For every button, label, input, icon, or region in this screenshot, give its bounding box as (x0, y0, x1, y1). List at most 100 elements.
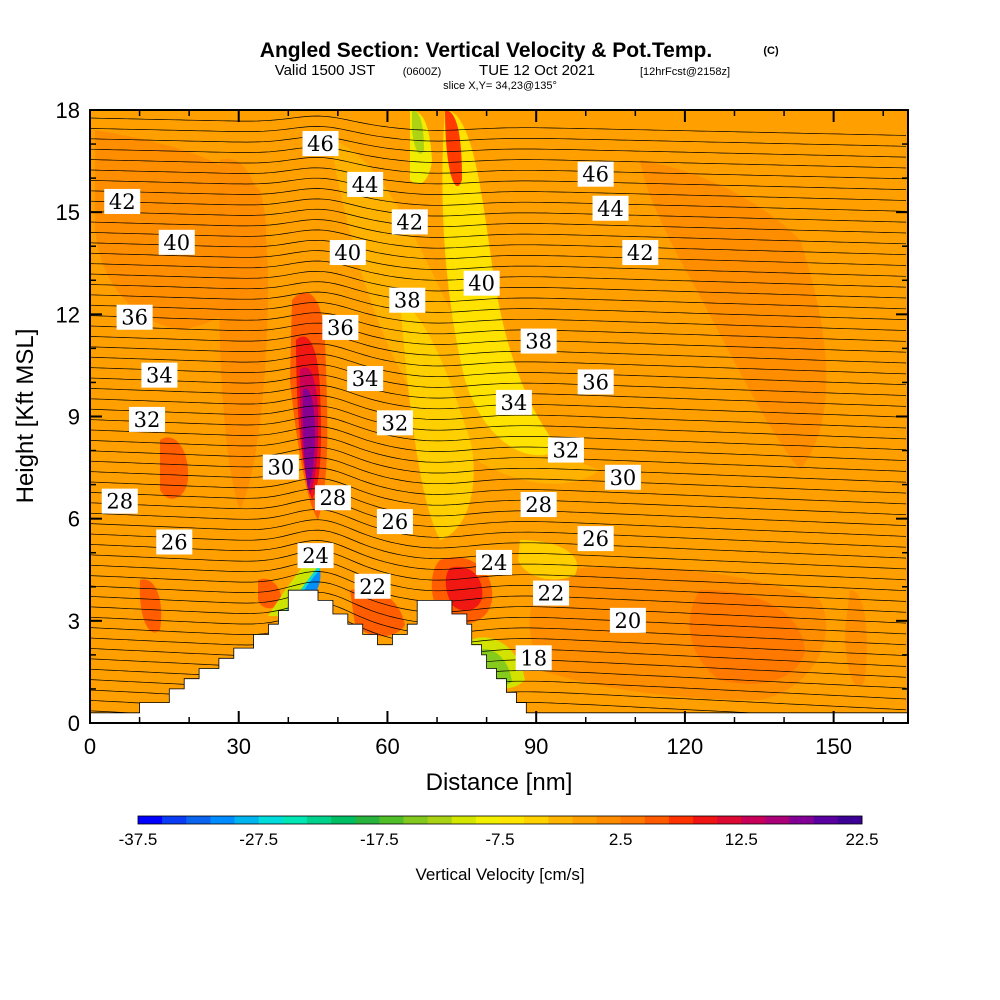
y-tick-label: 12 (56, 302, 80, 327)
contour-label-box (622, 240, 659, 266)
theta-contour-line (90, 239, 907, 266)
contour-label: 32 (553, 439, 580, 463)
theta-contour-line (90, 457, 907, 494)
contour-label-box (354, 573, 391, 599)
x-tick-label: 60 (375, 734, 399, 759)
contour-label-box (577, 161, 614, 187)
contour-label-box (129, 406, 166, 432)
colorbar (137, 815, 863, 825)
contour-label-box (547, 437, 584, 463)
theta-contours (90, 115, 907, 775)
theta-contour-line (90, 291, 907, 321)
theta-contour-line (90, 581, 907, 624)
contour-label-box (389, 287, 426, 313)
y-tick-label: 18 (56, 98, 80, 123)
colorbar-tick-label: -37.5 (119, 830, 158, 849)
contour-label: 18 (520, 646, 547, 670)
contour-label: 28 (106, 490, 133, 514)
field-blob (518, 540, 578, 580)
theta-contour-line (90, 126, 907, 147)
theta-contour-line (90, 146, 907, 169)
field-blob (302, 388, 315, 490)
theta-contour-line (90, 509, 907, 548)
x-axis-label: Distance [nm] (426, 769, 573, 796)
contour-label-box (515, 645, 552, 671)
contour-label: 36 (121, 306, 148, 330)
field-blob (412, 110, 424, 154)
theta-contour-line (90, 467, 907, 505)
contour-label-box (533, 580, 570, 606)
colorbar-tick-label: -7.5 (485, 830, 514, 849)
theta-contour-line (90, 436, 907, 472)
contour-label: 22 (538, 582, 565, 606)
colorbar-swatch (548, 816, 573, 824)
y-tick-label: 15 (56, 200, 80, 225)
contour-label-box (104, 188, 141, 214)
colorbar-label: Vertical Velocity [cm/s] (415, 865, 584, 884)
contour-label-box (101, 488, 138, 514)
colorbar-swatch (596, 816, 622, 824)
theta-contour-line (90, 353, 907, 386)
y-tick-label: 6 (68, 507, 80, 532)
colorbar-swatch (331, 816, 356, 824)
theta-contour-line (90, 208, 907, 234)
colorbar-tick-label: 2.5 (609, 830, 633, 849)
contour-label-box (520, 492, 557, 518)
contour-label: 26 (382, 510, 409, 534)
terrain (90, 590, 908, 723)
valid-time: Valid 1500 JST (275, 62, 376, 79)
contour-label: 34 (146, 364, 173, 388)
contour-label-box (609, 607, 646, 633)
colorbar-swatch (138, 816, 163, 824)
field-blob (845, 590, 867, 687)
field-blob (400, 300, 474, 540)
contour-label: 32 (134, 408, 161, 432)
theta-contour-line (90, 157, 907, 180)
theta-contour-line (90, 343, 907, 375)
x-tick-label: 120 (667, 734, 704, 759)
contour-label-box (347, 171, 384, 197)
theta-contour-line (90, 602, 907, 646)
theta-contour-line (90, 622, 907, 667)
contour-label-box (592, 195, 629, 221)
theta-contour-line (90, 364, 907, 396)
theta-contour-line (90, 219, 907, 245)
copyright-mark: (C) (763, 45, 779, 57)
contour-label: 24 (302, 544, 329, 568)
contour-label-box (347, 366, 384, 392)
theta-contour-line (90, 198, 907, 223)
colorbar-swatch (500, 816, 525, 824)
contour-label-box (297, 543, 334, 569)
colorbar-swatch (282, 816, 308, 824)
colorbar-swatch (765, 816, 790, 824)
contour-label-box (329, 240, 366, 266)
contour-label: 20 (615, 609, 642, 633)
y-tick-label: 3 (68, 609, 80, 634)
colorbar-tick-label: 22.5 (845, 830, 878, 849)
contour-label: 28 (525, 493, 552, 517)
theta-contour-line (90, 488, 907, 526)
theta-contour-line (90, 498, 907, 537)
valid-utc: (0600Z) (403, 66, 442, 78)
colorbar-frame (137, 815, 863, 825)
field-blob (640, 160, 827, 470)
colorbar-tick-label: -27.5 (239, 830, 278, 849)
field-blob (160, 437, 189, 499)
colorbar-tick-label: 12.5 (725, 830, 758, 849)
y-tick-label: 9 (68, 405, 80, 430)
contour-label-box (322, 314, 359, 340)
contour-label: 44 (352, 173, 379, 197)
contour-label-box (314, 485, 351, 511)
x-axis-ticks: 0 30 60 90 120 150 (84, 110, 884, 759)
field-blob (445, 110, 462, 187)
contour-label-box (520, 328, 557, 354)
theta-contour-line (90, 229, 907, 256)
contour-label-box (302, 131, 339, 157)
theta-contour-line (90, 188, 907, 212)
contour-label: 34 (352, 367, 379, 391)
theta-contour-line (90, 727, 906, 775)
contour-label: 40 (163, 231, 190, 255)
theta-contour-line (90, 177, 907, 201)
colorbar-tick-labels: -37.5 -27.5 -17.5 -7.5 2.5 12.5 22.5 (119, 830, 879, 849)
